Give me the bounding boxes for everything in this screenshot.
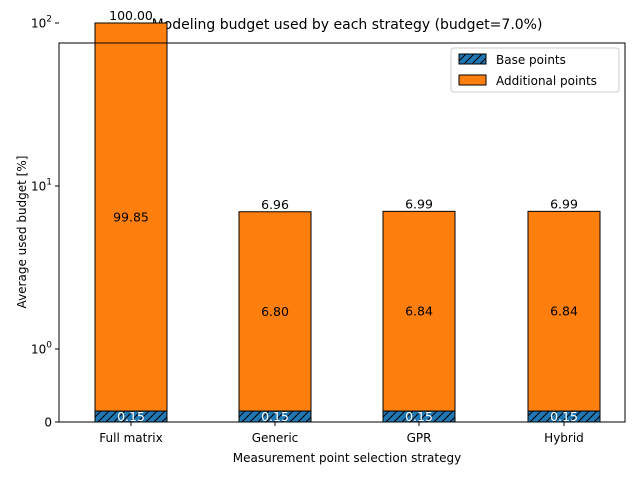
x-tick-label-2: GPR xyxy=(407,431,432,445)
bar-additional-0 xyxy=(94,22,168,412)
label-additional-1: 6.80 xyxy=(261,304,289,319)
legend-swatch-0 xyxy=(458,53,487,65)
chart-title: Modeling budget used by each strategy (b… xyxy=(152,17,543,33)
y-tick-label-1: 100 xyxy=(31,341,52,357)
bar-additional-2 xyxy=(382,210,456,412)
bar-additional-1 xyxy=(238,211,312,412)
bars xyxy=(94,22,601,423)
legend-box xyxy=(450,47,620,93)
x-axis-label: Measurement point selection strategy xyxy=(233,451,461,465)
x-tick-label-3: Hybrid xyxy=(544,431,584,445)
label-additional-0: 99.85 xyxy=(113,210,149,225)
label-total-1: 6.96 xyxy=(261,197,289,212)
legend-label-1: Additional points xyxy=(496,74,597,88)
y-axis: 0 100 101 102 xyxy=(31,15,59,430)
legend-swatch-1 xyxy=(458,74,487,86)
y-tick-label-0: 0 xyxy=(44,416,52,430)
label-total-3: 6.99 xyxy=(550,196,578,211)
data-labels: 0.15 99.85 100.00 0.15 6.80 6.96 0.15 6.84 6.99 0… xyxy=(109,8,578,424)
label-base-0: 0.15 xyxy=(117,409,145,424)
x-tick-label-1: Generic xyxy=(252,431,299,445)
y-axis-label: Average used budget [%] xyxy=(15,156,29,309)
y-tick-label-3: 102 xyxy=(31,15,52,31)
legend-label-0: Base points xyxy=(496,53,566,67)
label-base-3: 0.15 xyxy=(550,409,578,424)
label-base-1: 0.15 xyxy=(261,409,289,424)
label-base-2: 0.15 xyxy=(405,409,433,424)
y-tick-label-2: 101 xyxy=(31,178,52,194)
label-total-2: 6.99 xyxy=(405,196,433,211)
x-tick-label-0: Full matrix xyxy=(99,431,162,445)
label-additional-3: 6.84 xyxy=(550,304,578,319)
label-additional-2: 6.84 xyxy=(405,304,433,319)
legend: Base points Additional points xyxy=(450,47,620,93)
x-axis: Full matrix Generic GPR Hybrid xyxy=(99,422,584,445)
label-total-0: 100.00 xyxy=(109,8,153,23)
bar-additional-3 xyxy=(527,210,601,412)
plot-frame xyxy=(58,42,626,423)
